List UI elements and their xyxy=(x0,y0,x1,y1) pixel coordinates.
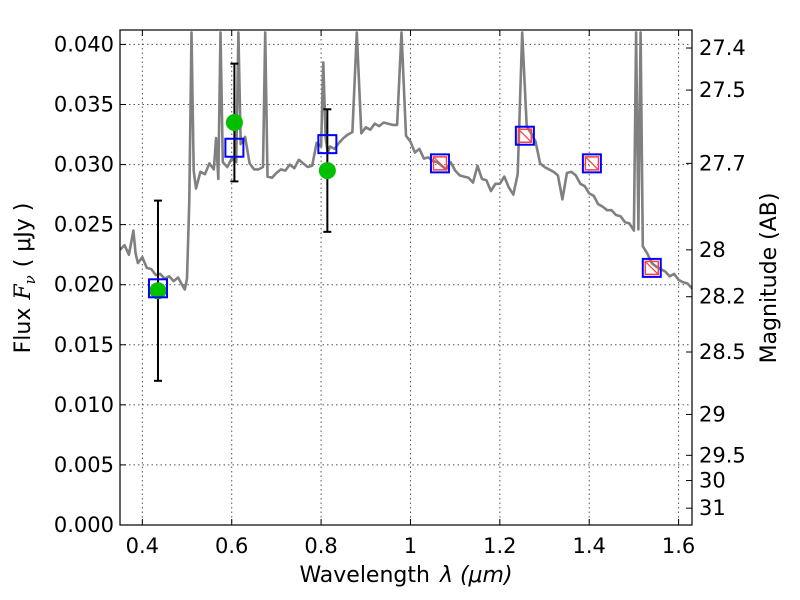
y-axis-title-subscript: ν xyxy=(21,275,39,284)
y-axis-title-unit: ( μJy ) xyxy=(11,203,36,268)
model-photometry-square xyxy=(581,153,602,174)
data-point-square xyxy=(644,260,660,276)
y2-tick-label: 28.5 xyxy=(699,340,746,364)
x-axis-title-text: Wavelength xyxy=(299,563,430,588)
y-tick-label: 0.010 xyxy=(54,393,114,417)
y2-tick-label: 27.5 xyxy=(699,78,746,102)
y2-tick-label: 27.7 xyxy=(699,151,746,175)
data-point-square xyxy=(584,156,600,171)
x-tick-label: 0.8 xyxy=(304,534,337,558)
spectrum-line xyxy=(120,31,692,291)
x-tick-label: 0.6 xyxy=(215,534,248,558)
y2-tick-label: 28 xyxy=(699,238,726,262)
y-axis-title: Flux Fν ( μJy ) xyxy=(11,203,39,354)
y-tick-label: 0.035 xyxy=(54,92,114,116)
y-tick-label: 0.030 xyxy=(54,153,114,177)
plot-frame xyxy=(119,29,693,526)
x-tick-label: 0.4 xyxy=(126,534,159,558)
y2-tick-label: 31 xyxy=(699,496,726,520)
y2-axis-title: Magnitude (AB) xyxy=(757,193,782,364)
model-photometry-square xyxy=(514,125,535,146)
y-tick-label: 0.000 xyxy=(54,513,114,537)
model-photometry-square xyxy=(147,278,168,299)
x-axis-title-math: λ (μm) xyxy=(439,563,513,588)
y-tick-label: 0.020 xyxy=(54,273,114,297)
y2-tick-label: 27.4 xyxy=(699,36,746,60)
x-tick-label: 1.2 xyxy=(483,534,516,558)
observed-point xyxy=(225,114,243,132)
marker-layer xyxy=(147,62,662,382)
model-photometry-square xyxy=(429,153,450,174)
y-tick-label: 0.015 xyxy=(54,333,114,357)
model-photometry-square xyxy=(224,137,245,158)
data-point-cross xyxy=(433,156,447,171)
y2-tick-label: 28.2 xyxy=(699,285,746,309)
data-point-cross xyxy=(584,156,599,171)
y-tick-label: 0.040 xyxy=(54,32,114,56)
x-tick-label: 1.6 xyxy=(662,534,695,558)
data-layer xyxy=(120,31,692,291)
data-point-cross xyxy=(644,260,659,275)
y-axis-title-symbol: F xyxy=(11,284,36,301)
data-point-square xyxy=(517,128,533,143)
axes: 0.4 0.6 0.8 1 1.2 1.4 1.6 0.000 0.005 0.010 0.015 0… xyxy=(54,30,746,558)
x-tick-label: 1 xyxy=(404,534,417,558)
y2-tick-label: 29.5 xyxy=(699,443,746,467)
y2-tick-label: 29 xyxy=(699,402,726,426)
y-axis-title-text: Flux xyxy=(11,308,36,354)
y-tick-label: 0.025 xyxy=(54,213,114,237)
data-point-square xyxy=(432,156,448,171)
x-axis-title: Wavelength λ (μm) xyxy=(299,563,512,588)
y-tick-label: 0.005 xyxy=(54,453,114,477)
x-tick-label: 1.4 xyxy=(573,534,606,558)
model-photometry-square xyxy=(641,257,662,278)
observed-point xyxy=(318,162,336,180)
y2-tick-label: 30 xyxy=(699,469,726,493)
data-point-cross xyxy=(517,128,532,143)
model-photometry-square xyxy=(317,134,338,155)
